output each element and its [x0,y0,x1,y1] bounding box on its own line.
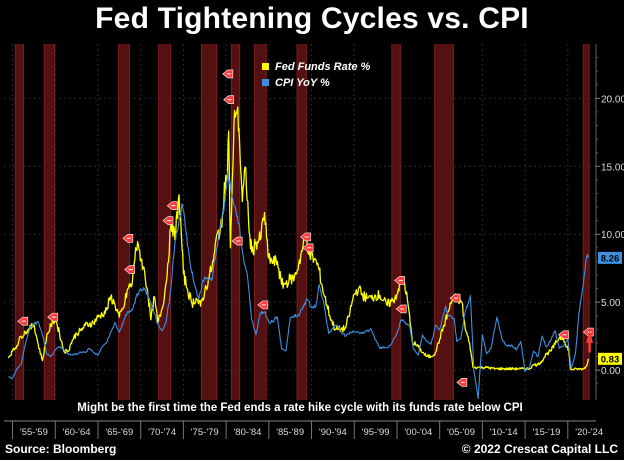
x-tick-label: '60-'64 [63,427,91,438]
x-tick-label: '80-'84 [233,427,261,438]
legend-label: Fed Funds Rate % [275,61,371,73]
x-tick-label: '05-'09 [447,427,475,438]
legend: Fed Funds Rate % CPI YoY % [262,61,371,89]
hike-cycle-bands [14,44,590,400]
y-tick-label: 20.00 [601,94,624,105]
chart-title: Fed Tightening Cycles vs. CPI [95,2,529,35]
hike-cycle-band [391,44,401,400]
x-tick-label: '00-'04 [404,427,432,438]
legend-swatch [262,63,269,70]
hike-cycle-band [297,44,307,400]
hike-cycle-band [254,44,267,400]
legend-label: CPI YoY % [275,77,330,89]
y-tick-label: 10.00 [601,230,624,241]
legend-swatch [262,79,269,86]
hike-cycle-band [44,44,55,400]
hike-cycle-band [15,44,24,400]
y-tick-label: 15.00 [601,162,624,173]
series-lines [7,106,590,400]
axes: 0.00 5.00 10.00 15.00 20.00 '55-'59 '60-'64 '65… [4,44,624,439]
y-tick-label: 5.00 [601,298,621,309]
last-value-badge [598,352,622,365]
x-tick-label: '85-'89 [276,427,304,438]
x-tick-label: '10-'14 [490,427,518,438]
source-note: Source: Bloomberg [5,442,117,456]
x-tick-label: '20-'24 [575,427,603,438]
annotation-text: Might be the first time the Fed ends a r… [77,402,522,414]
x-tick-label: '15-'19 [532,427,560,438]
last-value-label: 8.26 [601,253,620,264]
cpi-line [8,171,590,400]
hike-cycle-band [201,44,217,400]
hike-cycle-band [231,44,240,400]
hike-cycle-band [583,44,590,400]
hike-markers [17,69,594,387]
x-tick-label: '55-'59 [20,427,48,438]
x-tick-label: '95-'99 [362,427,390,438]
x-tick-label: '65-'69 [105,427,133,438]
x-tick-label: '90-'94 [319,427,347,438]
annotations: 8.26 0.83 Might be the first time the Fed … [77,251,622,414]
last-value-badge [598,251,622,264]
y-tick-label: 0.00 [601,366,621,377]
last-value-label: 0.83 [601,354,620,365]
x-tick-label: '70-'74 [148,427,176,438]
fed-funds-line [7,106,589,371]
hike-cycle-band [118,44,130,400]
copyright-note: © 2022 Crescat Capital LLC [461,442,618,456]
up-arrow-icon [586,330,594,353]
x-tick-label: '75-'79 [191,427,219,438]
